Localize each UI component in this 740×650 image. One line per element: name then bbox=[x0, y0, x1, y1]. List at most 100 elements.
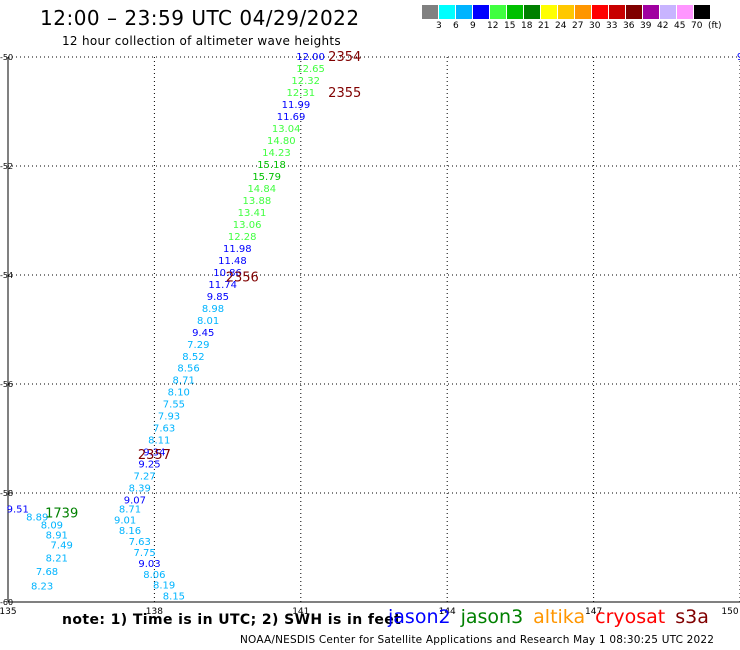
wave-height-value: 8.16 bbox=[119, 526, 141, 537]
legend-swatch bbox=[422, 5, 439, 19]
legend-label: 70 bbox=[691, 21, 703, 31]
satellite-jason2: jason2 bbox=[388, 606, 451, 628]
legend-label: 6 bbox=[453, 21, 459, 31]
x-tick-label: 141 bbox=[292, 607, 309, 617]
wave-height-value: 11.69 bbox=[277, 112, 306, 123]
legend-label: 42 bbox=[657, 21, 669, 31]
footer-credit: NOAA/NESDIS Center for Satellite Applica… bbox=[240, 634, 715, 646]
wave-height-value: 7.49 bbox=[51, 540, 73, 551]
wave-height-value: 9.01 bbox=[114, 515, 136, 526]
legend-label: 3 bbox=[436, 21, 442, 31]
wave-height-value: 7.75 bbox=[134, 548, 156, 559]
wave-height-value: 8.23 bbox=[31, 582, 53, 593]
time-label: 2355 bbox=[328, 86, 361, 101]
x-tick-label: 147 bbox=[585, 607, 602, 617]
time-label: 2354 bbox=[328, 50, 361, 65]
legend-swatch bbox=[524, 5, 541, 19]
y-tick-label: -50 bbox=[0, 53, 13, 62]
legend-label: 9 bbox=[470, 21, 476, 31]
wave-height-value: 7.29 bbox=[187, 340, 209, 351]
legend-swatch bbox=[575, 5, 592, 19]
wave-height-value: 14.23 bbox=[262, 148, 291, 159]
wave-height-value: 9.25 bbox=[138, 460, 160, 471]
wave-height-value: 8.21 bbox=[46, 553, 68, 564]
x-tick-label: 138 bbox=[146, 607, 163, 617]
wave-height-value: 9.03 bbox=[138, 559, 160, 570]
wave-height-value: 8.10 bbox=[168, 388, 190, 399]
legend-label: 27 bbox=[572, 21, 584, 31]
wave-height-value: 8.89 bbox=[26, 513, 48, 524]
wave-height-value: 11.48 bbox=[218, 256, 247, 267]
wave-height-value: 8.52 bbox=[182, 352, 204, 363]
satellite-s3a: s3a bbox=[675, 606, 709, 628]
wave-height-value: 8.71 bbox=[119, 504, 141, 515]
y-tick-label: -52 bbox=[0, 162, 13, 171]
wave-height-value: 9.34 bbox=[143, 448, 165, 459]
wave-height-value: 11.99 bbox=[282, 100, 311, 111]
wave-height-value: 8.91 bbox=[46, 531, 68, 542]
wave-height-value: 9.85 bbox=[207, 292, 229, 303]
chart-title: 12:00 – 23:59 UTC 04/29/2022 bbox=[40, 6, 360, 30]
satellite-cryosat: cryosat bbox=[595, 606, 666, 628]
wave-height-value: 12.00 bbox=[296, 52, 325, 63]
legend-swatch bbox=[592, 5, 609, 19]
wave-height-value: 7.68 bbox=[36, 567, 58, 578]
satellite-jason3: jason3 bbox=[460, 606, 524, 628]
legend-label: 21 bbox=[538, 21, 550, 31]
footer-note: note: 1) Time is in UTC; 2) SWH is in fe… bbox=[62, 612, 402, 628]
color-scale-labels: 3 6 9 12 15 18 21 24 27 30 33 36 39 42 45 70 (ft) bbox=[422, 21, 740, 33]
legend-label: 12 bbox=[487, 21, 499, 31]
x-tick-label: 135 bbox=[0, 607, 17, 617]
wave-height-value: 8.39 bbox=[129, 484, 151, 495]
legend-swatch bbox=[490, 5, 507, 19]
y-tick-label: -58 bbox=[0, 489, 13, 498]
legend-swatch bbox=[507, 5, 524, 19]
wave-height-value: 8.11 bbox=[148, 436, 170, 447]
legend-label: 24 bbox=[555, 21, 567, 31]
satellite-legend: jason2 jason3 altika cryosat s3a bbox=[388, 606, 719, 628]
wave-height-value: 13.88 bbox=[243, 196, 272, 207]
wave-height-value: 8.01 bbox=[197, 316, 219, 327]
wave-height-value: 7.63 bbox=[129, 537, 151, 548]
wave-height-value: 14.84 bbox=[247, 184, 276, 195]
time-label: 2357 bbox=[138, 448, 171, 463]
wave-height-value: 7.63 bbox=[153, 424, 175, 435]
wave-height-value: 12.65 bbox=[296, 64, 325, 75]
wave-height-value: 9 bbox=[737, 52, 740, 63]
wave-height-value: 11.98 bbox=[223, 244, 252, 255]
wave-height-value: 8.71 bbox=[173, 376, 195, 387]
y-tick-label: -54 bbox=[0, 271, 13, 280]
legend-swatch bbox=[677, 5, 694, 19]
legend-swatch bbox=[643, 5, 660, 19]
wave-height-value: 8.98 bbox=[202, 304, 224, 315]
satellite-altika: altika bbox=[533, 606, 586, 628]
wave-height-value: 12.32 bbox=[291, 76, 320, 87]
wave-height-value: 13.06 bbox=[233, 220, 262, 231]
wave-height-value: 7.93 bbox=[158, 412, 180, 423]
legend-swatch bbox=[609, 5, 626, 19]
wave-height-value: 8.06 bbox=[143, 570, 165, 581]
legend-swatch bbox=[456, 5, 473, 19]
y-tick-label: -56 bbox=[0, 380, 13, 389]
wave-height-value: 7.55 bbox=[163, 400, 185, 411]
wave-height-value: 14.80 bbox=[267, 136, 296, 147]
wave-height-value: 12.31 bbox=[286, 88, 315, 99]
legend-label: 30 bbox=[589, 21, 601, 31]
x-tick-label: 144 bbox=[439, 607, 456, 617]
x-tick-label: 150 bbox=[721, 607, 738, 617]
wave-height-value: 7.27 bbox=[134, 472, 156, 483]
wave-height-value: 11.74 bbox=[208, 280, 237, 291]
wave-height-value: 10.86 bbox=[213, 268, 242, 279]
legend-label: 18 bbox=[521, 21, 533, 31]
wave-height-value: 15.79 bbox=[252, 172, 281, 183]
legend-swatch bbox=[473, 5, 490, 19]
y-tick-label: -60 bbox=[0, 598, 13, 607]
wave-height-value: 15.18 bbox=[257, 160, 286, 171]
wave-height-value: 13.41 bbox=[238, 208, 267, 219]
wave-height-value: 9.51 bbox=[7, 504, 29, 515]
time-label: 2356 bbox=[226, 271, 259, 286]
wave-height-value: 13.04 bbox=[272, 124, 301, 135]
chart-subtitle: 12 hour collection of altimeter wave hei… bbox=[62, 34, 341, 48]
legend-label: 36 bbox=[623, 21, 635, 31]
